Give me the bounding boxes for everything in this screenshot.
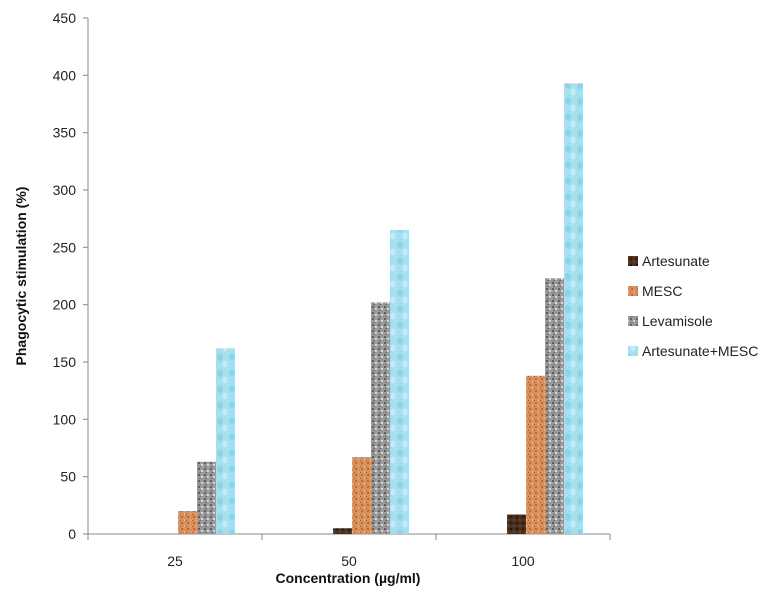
y-tick-label: 0 [68,526,76,542]
legend-label: Artesunate [642,253,710,269]
bar-artesunate-mesc-100 [564,83,583,535]
legend-swatch [628,316,638,326]
y-axis: 0 50 100 150 200 250 300 350 400 450 [53,10,89,542]
y-ticks: 0 50 100 150 200 250 300 350 400 450 [53,10,88,542]
legend-swatch [628,256,638,266]
bar-mesc-100 [526,375,545,534]
y-tick-label: 150 [53,354,77,370]
bar-mesc-25 [178,511,197,534]
bars-group [178,83,583,535]
y-tick-label: 50 [60,469,76,485]
x-ticks: 25 50 100 [87,534,611,569]
y-tick-label: 400 [53,67,77,83]
bar-artesunate-mesc-50 [390,230,409,534]
legend-label: Artesunate+MESC [642,343,758,359]
bar-mesc-50 [352,457,371,534]
y-axis-title: Phagocytic stimulation (%) [13,187,29,366]
x-axis: 25 50 100 [87,533,611,569]
x-tick-label: 25 [167,553,183,569]
x-tick-label: 50 [341,553,357,569]
y-tick-label: 450 [53,10,77,26]
bar-artesunate-100 [507,514,526,534]
y-tick-label: 350 [53,125,77,141]
y-tick-label: 200 [53,297,77,313]
legend-swatch [628,286,638,296]
bar-artesunate-mesc-25 [216,348,235,534]
bar-artesunate-50 [333,528,352,534]
bar-levamisole-50 [371,302,390,534]
x-axis-title: Concentration (µg/ml) [276,570,421,586]
legend-label: Levamisole [642,313,713,329]
y-tick-label: 300 [53,182,77,198]
legend-swatch [628,346,638,356]
bar-levamisole-100 [545,278,564,534]
legend-label: MESC [642,283,682,299]
y-tick-label: 250 [53,239,77,255]
y-tick-label: 100 [53,411,77,427]
x-tick-label: 100 [511,553,535,569]
bar-levamisole-25 [197,461,216,534]
legend: Artesunate MESC Levamisole Artesunate+MESC [628,253,758,359]
